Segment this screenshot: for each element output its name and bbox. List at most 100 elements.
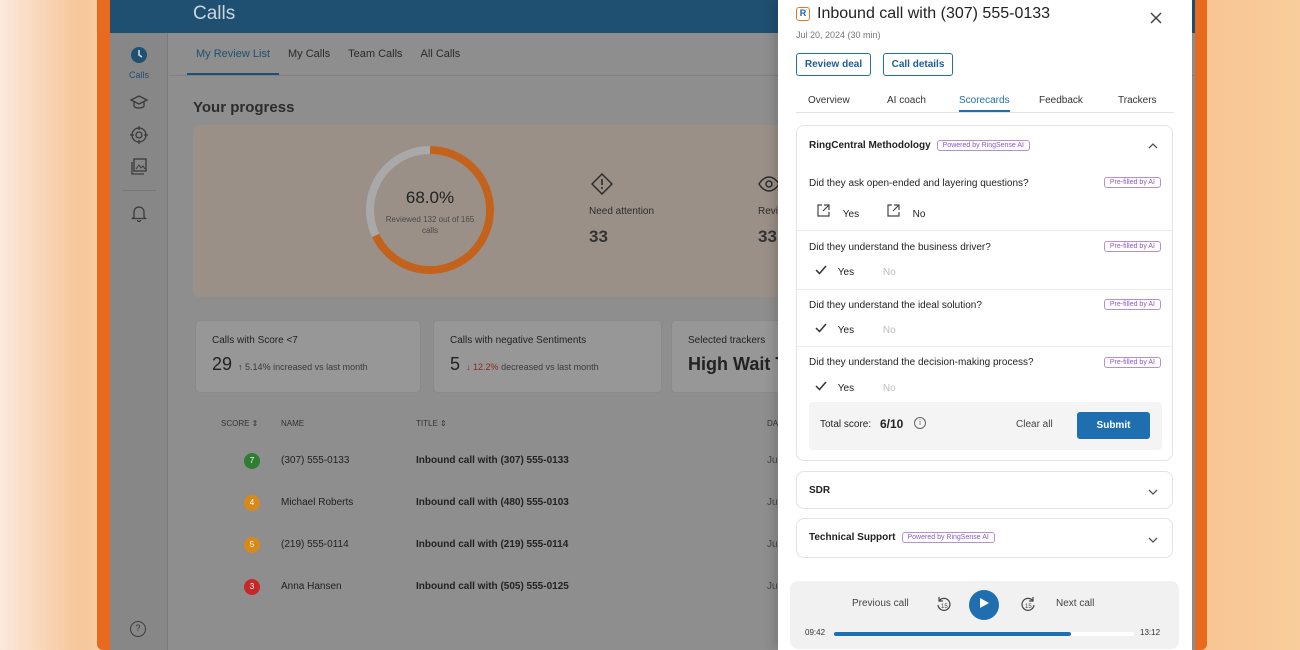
submit-button[interactable]: Submit bbox=[1077, 412, 1150, 439]
answer-yes[interactable]: Yes bbox=[837, 325, 855, 336]
need-attention-value: 33 bbox=[589, 227, 608, 246]
tech-title: Technical Support bbox=[809, 532, 896, 543]
tab-my-calls[interactable]: My Calls bbox=[287, 48, 331, 60]
row-name: (219) 555-0114 bbox=[281, 539, 349, 550]
kpi-label: Selected trackers bbox=[688, 335, 766, 346]
progress-donut bbox=[366, 146, 494, 274]
kpi-label: Calls with negative Sentiments bbox=[450, 335, 587, 346]
call-detail-panel: R Inbound call with (307) 555-0133 Jul 2… bbox=[778, 0, 1192, 650]
kpi-low-score[interactable]: Calls with Score <7 29 ↑ 5.14% increased… bbox=[195, 320, 421, 393]
check-icon bbox=[815, 265, 827, 278]
row-title: Inbound call with (307) 555-0133 bbox=[416, 455, 569, 466]
svg-text:15: 15 bbox=[941, 604, 948, 610]
external-link-icon[interactable] bbox=[817, 204, 830, 220]
question: Did they understand the ideal solution? bbox=[809, 300, 982, 311]
bell-icon[interactable] bbox=[129, 203, 149, 223]
rail-divider bbox=[122, 190, 156, 191]
kpi-negative-sentiments[interactable]: Calls with negative Sentiments 5 ↓ 12.2%… bbox=[433, 320, 662, 393]
prefilled-badge: Pre-filled by AI bbox=[1103, 357, 1161, 368]
kpi-delta-text: increased vs last month bbox=[273, 362, 368, 372]
chevron-down-icon[interactable] bbox=[1148, 535, 1158, 545]
info-icon[interactable]: i bbox=[914, 417, 926, 429]
answer-row: Yes No bbox=[817, 204, 925, 220]
kpi-value: High Wait T bbox=[688, 354, 787, 374]
row-title: Inbound call with (505) 555-0125 bbox=[416, 581, 569, 592]
gallery-icon[interactable] bbox=[129, 157, 149, 177]
prefilled-badge: Pre-filled by AI bbox=[1103, 241, 1161, 252]
answer-no[interactable]: No bbox=[912, 209, 926, 220]
tabs-divider bbox=[169, 75, 1195, 76]
graduation-cap-icon[interactable] bbox=[129, 93, 149, 113]
kpi-label: Calls with Score <7 bbox=[212, 335, 298, 346]
tab-scorecards[interactable]: Scorecards bbox=[959, 95, 1010, 112]
tab-all-calls[interactable]: All Calls bbox=[420, 48, 461, 60]
col-date[interactable]: DA bbox=[767, 419, 779, 428]
review-deal-button[interactable]: Review deal bbox=[796, 53, 871, 76]
row-date: Ju bbox=[767, 455, 778, 466]
tab-feedback[interactable]: Feedback bbox=[1039, 95, 1083, 106]
progress-percent: 68.0% bbox=[405, 188, 455, 207]
clear-all-button[interactable]: Clear all bbox=[1016, 419, 1053, 430]
kpi-delta-text: decreased vs last month bbox=[501, 362, 599, 372]
audio-player: Previous call 15 15 Next call 09:42 13:1… bbox=[790, 581, 1179, 649]
play-icon[interactable] bbox=[969, 590, 999, 620]
divider bbox=[797, 230, 1172, 231]
nav-rail: Calls ? bbox=[110, 33, 168, 650]
answer-yes[interactable]: Yes bbox=[837, 383, 855, 394]
question: Did they understand the business driver? bbox=[809, 242, 991, 253]
help-icon[interactable]: ? bbox=[130, 621, 146, 637]
ai-badge: Powered by RingSense AI bbox=[936, 140, 1030, 151]
answer-row: Yes No bbox=[815, 381, 896, 394]
prefilled-badge: Pre-filled by AI bbox=[1103, 177, 1161, 188]
row-name: (307) 555-0133 bbox=[281, 455, 350, 466]
need-attention-stat: Need attention 33 bbox=[589, 172, 654, 247]
forward-15-icon[interactable]: 15 bbox=[1020, 596, 1036, 615]
answer-no[interactable]: No bbox=[882, 325, 896, 336]
reviewed-value: 33 bbox=[758, 227, 777, 246]
total-score-value: 6/10 bbox=[880, 417, 904, 431]
next-call-button[interactable]: Next call bbox=[1056, 598, 1095, 609]
score-badge: 7 bbox=[244, 453, 260, 469]
previous-call-button[interactable]: Previous call bbox=[852, 598, 909, 609]
row-date: Ju bbox=[767, 539, 778, 550]
tab-ai-coach[interactable]: AI coach bbox=[887, 95, 926, 106]
call-details-button[interactable]: Call details bbox=[883, 53, 953, 76]
sdr-scorecard[interactable]: SDR bbox=[796, 471, 1173, 509]
calls-nav-label[interactable]: Calls bbox=[128, 70, 149, 80]
divider bbox=[797, 289, 1172, 290]
answer-no[interactable]: No bbox=[882, 267, 896, 278]
external-link-icon[interactable] bbox=[887, 204, 900, 220]
answer-yes[interactable]: Yes bbox=[842, 209, 860, 220]
col-title[interactable]: TITLE ⇕ bbox=[416, 419, 447, 428]
kpi-delta: 5.14% bbox=[245, 362, 271, 372]
kpi-delta: 12.2% bbox=[473, 362, 499, 372]
rewind-15-icon[interactable]: 15 bbox=[936, 596, 952, 615]
tab-trackers[interactable]: Trackers bbox=[1118, 95, 1157, 106]
methodology-scorecard: RingCentral Methodology Powered by RingSe… bbox=[796, 125, 1173, 461]
chevron-up-icon[interactable] bbox=[1148, 141, 1158, 151]
tab-my-review-list[interactable]: My Review List bbox=[187, 47, 279, 75]
chevron-down-icon[interactable] bbox=[1148, 487, 1158, 497]
progress-bar[interactable] bbox=[834, 632, 1134, 636]
eye-icon bbox=[758, 173, 780, 200]
score-badge: 4 bbox=[244, 495, 260, 511]
progress-fill bbox=[834, 632, 1071, 636]
technical-support-scorecard[interactable]: Technical Support Powered by RingSense AI bbox=[796, 518, 1173, 558]
close-icon[interactable] bbox=[1150, 11, 1162, 29]
answer-yes[interactable]: Yes bbox=[837, 267, 855, 278]
progress-title: Your progress bbox=[193, 99, 295, 116]
calls-clock-icon[interactable] bbox=[129, 45, 149, 65]
tab-team-calls[interactable]: Team Calls bbox=[348, 48, 403, 60]
tab-overview[interactable]: Overview bbox=[808, 95, 850, 106]
answer-row: Yes No bbox=[815, 323, 896, 336]
col-score[interactable]: SCORE ⇕ bbox=[221, 419, 259, 428]
sub-tabs: My Review List My Calls Team Calls All C… bbox=[187, 47, 469, 75]
ai-badge: Powered by RingSense AI bbox=[901, 532, 995, 543]
methodology-header[interactable]: RingCentral Methodology Powered by RingSe… bbox=[809, 140, 1030, 151]
check-icon bbox=[815, 381, 827, 394]
progress-subtitle: Reviewed 132 out of 165 calls bbox=[385, 215, 475, 235]
answer-no[interactable]: No bbox=[882, 383, 896, 394]
target-icon[interactable] bbox=[129, 125, 149, 145]
row-date: Ju bbox=[767, 497, 778, 508]
col-name[interactable]: NAME bbox=[281, 419, 305, 428]
